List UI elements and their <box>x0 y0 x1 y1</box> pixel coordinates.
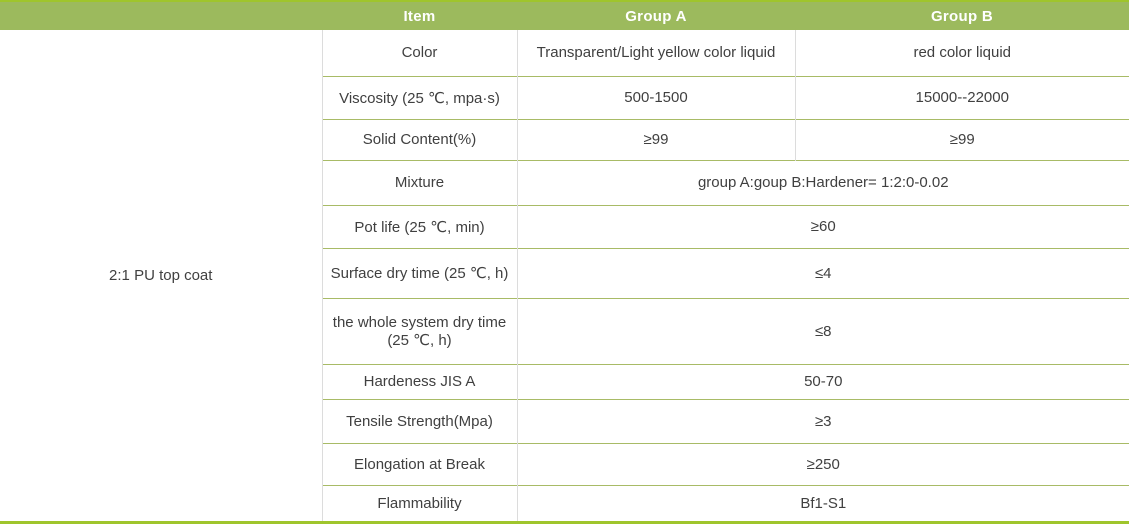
row-label: Color <box>322 30 518 76</box>
row-label: Pot life (25 ℃, min) <box>322 204 518 248</box>
group-a-value: ≥99 <box>516 118 795 160</box>
row-pot-life: Pot life (25 ℃, min) ≥60 <box>0 204 1129 248</box>
row-label: the whole system dry time (25 ℃, h) <box>322 297 518 364</box>
row-label: Flammability <box>322 484 518 521</box>
row-label: Solid Content(%) <box>322 118 518 160</box>
row-elongation: Elongation at Break ≥250 <box>0 442 1129 485</box>
span-value: ≥3 <box>516 398 1129 443</box>
span-value: ≥60 <box>516 204 1129 248</box>
header-item: Item <box>322 2 517 30</box>
row-label: Surface dry time (25 ℃, h) <box>322 247 518 298</box>
row-hardness: Hardeness JIS A 50-70 <box>0 363 1129 399</box>
top-accent-bar <box>0 0 1129 2</box>
span-value: ≤8 <box>516 297 1129 364</box>
row-label: Mixture <box>322 159 518 205</box>
row-label: Tensile Strength(Mpa) <box>322 398 518 443</box>
header-product-cell <box>0 2 322 30</box>
row-label: Elongation at Break <box>322 442 518 485</box>
row-tensile-strength: Tensile Strength(Mpa) ≥3 <box>0 398 1129 443</box>
group-b-value: red color liquid <box>794 30 1129 76</box>
row-label: Hardeness JIS A <box>322 363 518 399</box>
row-color: 2:1 PU top coat Color Transparent/Light … <box>0 30 1129 521</box>
product-name-cell: 2:1 PU top coat <box>0 30 323 521</box>
group-b-value: 15000--22000 <box>794 75 1129 119</box>
row-flammability: Flammability Bf1-S1 <box>0 484 1129 521</box>
group-a-value: 500-1500 <box>516 75 795 119</box>
span-value: ≥250 <box>516 442 1129 485</box>
row-viscosity: Viscosity (25 ℃, mpa·s) 500-1500 15000--… <box>0 75 1129 119</box>
row-whole-system-dry-time: the whole system dry time (25 ℃, h) ≤8 <box>0 297 1129 364</box>
group-b-value: ≥99 <box>794 118 1129 160</box>
row-mixture: Mixture group A:goup B:Hardener= 1:2:0-0… <box>0 159 1129 205</box>
span-value: Bf1-S1 <box>516 484 1129 521</box>
row-solid-content: Solid Content(%) ≥99 ≥99 <box>0 118 1129 160</box>
span-value: 50-70 <box>516 363 1129 399</box>
row-surface-dry-time: Surface dry time (25 ℃, h) ≤4 <box>0 247 1129 298</box>
table-header-row: Item Group A Group B <box>0 2 1129 30</box>
header-group-b: Group B <box>795 2 1129 30</box>
span-value: group A:goup B:Hardener= 1:2:0-0.02 <box>516 159 1129 205</box>
span-value: ≤4 <box>516 247 1129 298</box>
bottom-accent-bar <box>0 521 1129 524</box>
group-a-value: Transparent/Light yellow color liquid <box>516 30 795 76</box>
row-label: Viscosity (25 ℃, mpa·s) <box>322 75 518 119</box>
header-group-a: Group A <box>517 2 795 30</box>
